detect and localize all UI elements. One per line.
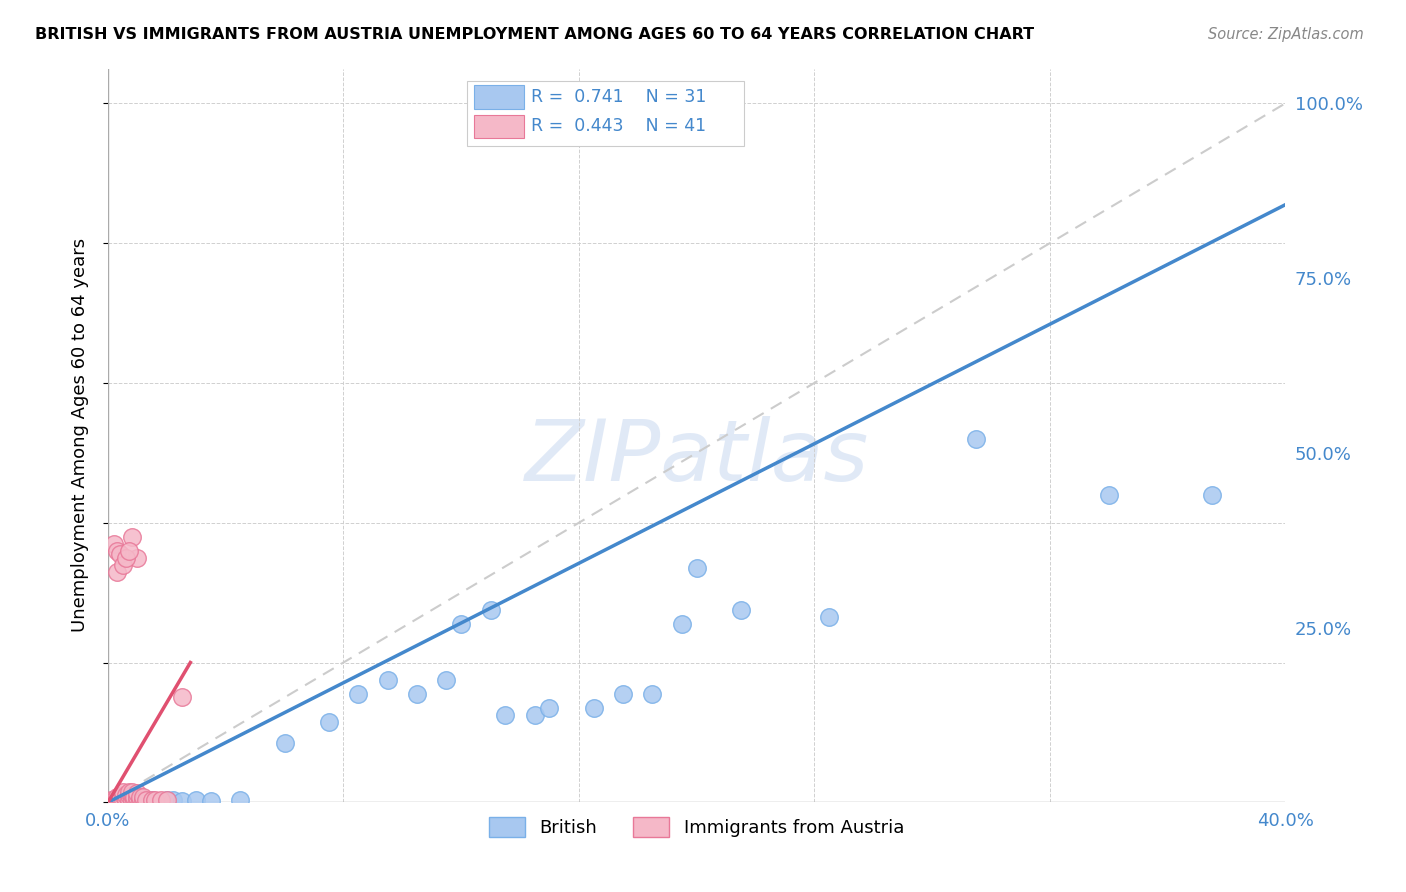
Point: [494, 707, 516, 722]
Point: [111, 558, 134, 572]
Point: [156, 793, 179, 807]
Point: [641, 687, 664, 701]
Point: [108, 789, 131, 804]
Point: [149, 793, 172, 807]
FancyBboxPatch shape: [474, 86, 523, 109]
Point: [127, 789, 149, 804]
Point: [146, 794, 169, 808]
Point: [132, 793, 155, 807]
Point: [818, 610, 841, 624]
Point: [436, 673, 458, 687]
Point: [523, 707, 546, 722]
Point: [347, 687, 370, 701]
Point: [965, 432, 987, 446]
Point: [114, 793, 136, 807]
Point: [124, 793, 146, 807]
Text: Source: ZipAtlas.com: Source: ZipAtlas.com: [1208, 27, 1364, 42]
Point: [479, 603, 502, 617]
Point: [100, 793, 122, 807]
Point: [111, 785, 134, 799]
Point: [117, 789, 139, 803]
FancyBboxPatch shape: [467, 81, 744, 145]
Point: [538, 701, 561, 715]
Point: [121, 785, 143, 799]
Point: [127, 794, 149, 808]
Point: [127, 786, 149, 800]
Point: [105, 565, 128, 579]
Point: [377, 673, 399, 687]
Point: [127, 550, 149, 565]
Point: [162, 793, 184, 807]
Legend: British, Immigrants from Austria: British, Immigrants from Austria: [482, 809, 911, 845]
Text: R =  0.443    N = 41: R = 0.443 N = 41: [530, 118, 706, 136]
Point: [129, 793, 152, 807]
Point: [582, 701, 605, 715]
Point: [127, 793, 149, 807]
Point: [124, 793, 146, 807]
Point: [186, 793, 208, 807]
Point: [121, 793, 143, 807]
Point: [105, 793, 128, 807]
Point: [141, 793, 163, 807]
Text: BRITISH VS IMMIGRANTS FROM AUSTRIA UNEMPLOYMENT AMONG AGES 60 TO 64 YEARS CORREL: BRITISH VS IMMIGRANTS FROM AUSTRIA UNEMP…: [35, 27, 1035, 42]
Point: [111, 789, 134, 803]
Point: [135, 793, 157, 807]
Point: [730, 603, 752, 617]
Point: [685, 561, 707, 575]
Point: [132, 789, 155, 804]
Point: [170, 794, 193, 808]
Point: [121, 530, 143, 544]
Point: [143, 793, 166, 807]
Point: [1097, 488, 1119, 502]
Point: [114, 789, 136, 803]
Point: [105, 789, 128, 804]
FancyBboxPatch shape: [474, 115, 523, 138]
Point: [105, 793, 128, 807]
Point: [229, 793, 252, 807]
Point: [132, 793, 155, 807]
Point: [117, 543, 139, 558]
Point: [200, 794, 222, 808]
Text: ZIPatlas: ZIPatlas: [524, 416, 869, 499]
Point: [156, 793, 179, 807]
Text: R =  0.741    N = 31: R = 0.741 N = 31: [530, 88, 706, 106]
Point: [170, 690, 193, 705]
Point: [129, 789, 152, 804]
Point: [121, 789, 143, 803]
Point: [141, 793, 163, 807]
Point: [117, 793, 139, 807]
Point: [111, 794, 134, 808]
Point: [108, 547, 131, 561]
Point: [1201, 488, 1223, 502]
Point: [105, 543, 128, 558]
Point: [108, 793, 131, 807]
Point: [117, 785, 139, 799]
Y-axis label: Unemployment Among Ages 60 to 64 years: Unemployment Among Ages 60 to 64 years: [72, 238, 89, 632]
Point: [450, 617, 472, 632]
Point: [612, 687, 634, 701]
Point: [124, 789, 146, 804]
Point: [103, 793, 125, 807]
Point: [318, 714, 340, 729]
Point: [111, 793, 134, 807]
Point: [671, 617, 693, 632]
Point: [406, 687, 429, 701]
Point: [103, 537, 125, 551]
Point: [117, 793, 139, 807]
Point: [273, 736, 295, 750]
Point: [114, 550, 136, 565]
